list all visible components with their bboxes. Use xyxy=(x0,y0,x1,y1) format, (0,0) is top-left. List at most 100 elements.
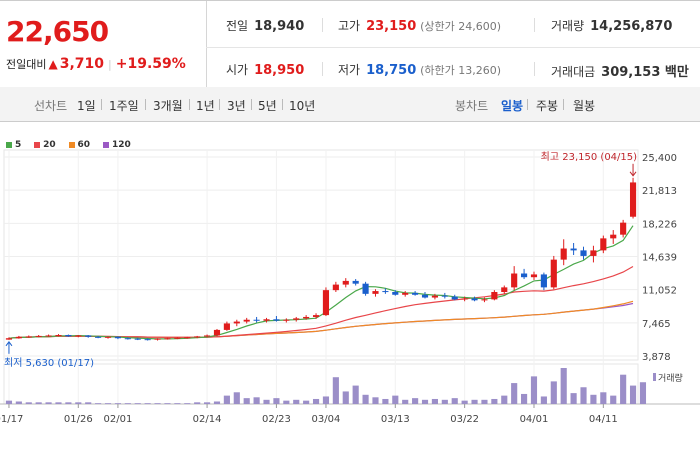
x-tick-label: 04/01 xyxy=(520,414,549,425)
volume-bar xyxy=(412,398,419,404)
volume-bar xyxy=(511,383,518,404)
volume-bar xyxy=(372,397,379,404)
candle-body xyxy=(451,296,458,300)
y-tick-label: 25,400 xyxy=(642,153,677,164)
legend-ma120: 120 xyxy=(102,140,131,150)
volume-bar xyxy=(263,399,270,404)
volume-bar xyxy=(5,400,13,404)
candle-body xyxy=(233,321,240,324)
candle-body xyxy=(124,338,131,340)
candle-body xyxy=(223,323,230,330)
volume-bar xyxy=(402,399,409,404)
volume-bar xyxy=(85,402,92,404)
tab-10y[interactable]: 10년 xyxy=(289,99,316,113)
open-price: 시가 18,950 xyxy=(226,61,304,78)
amount-label: 거래대금 xyxy=(551,65,596,79)
volume-bar xyxy=(620,374,627,404)
volume-bar xyxy=(501,395,508,404)
tab-5y[interactable]: 5년 xyxy=(258,99,277,113)
volume-bar xyxy=(55,402,62,404)
prev-label: 전일 xyxy=(226,19,249,33)
candle-body xyxy=(501,287,508,292)
high-value: 23,150 xyxy=(366,19,417,34)
change-separator: | xyxy=(108,58,112,71)
tab-3m[interactable]: 3개월 xyxy=(153,99,183,113)
tab-1w[interactable]: 1주일 xyxy=(109,99,139,113)
tab-daily[interactable]: 일봉 xyxy=(501,99,524,113)
volume-bar xyxy=(570,393,577,404)
volume-bar xyxy=(134,403,141,404)
volume-bar xyxy=(154,403,161,404)
current-price: 22,650 xyxy=(6,15,109,48)
candle-body xyxy=(15,336,22,339)
candle-body xyxy=(560,248,567,260)
tab-3y[interactable]: 3년 xyxy=(227,99,246,113)
x-tick-label: 04/11 xyxy=(589,414,618,425)
candle-body xyxy=(392,291,399,295)
volume-bar xyxy=(194,402,201,404)
volume-bar xyxy=(382,398,389,404)
tab-monthly[interactable]: 월봉 xyxy=(573,99,596,113)
low-value: 18,750 xyxy=(366,63,417,78)
candle-body xyxy=(412,292,419,295)
tab-1y[interactable]: 1년 xyxy=(196,99,215,113)
candle-body xyxy=(461,298,468,300)
candle-body xyxy=(283,319,290,321)
volume-bar xyxy=(223,395,230,404)
ma-legend: 5 20 60 120 xyxy=(6,140,141,150)
change-row: 전일대비 ▲ 3,710 | +19.59% xyxy=(6,56,186,72)
volume-bar xyxy=(233,392,240,404)
candle-body xyxy=(243,319,250,322)
prev-value: 18,940 xyxy=(254,19,305,34)
volume-bar xyxy=(114,403,121,404)
candle-body xyxy=(570,248,577,251)
low-arrow-head xyxy=(5,340,13,347)
tab-1d[interactable]: 1일 xyxy=(77,99,96,113)
candle-body xyxy=(55,334,62,336)
volume-bar xyxy=(600,392,607,404)
volume-bar xyxy=(303,400,310,404)
ma120-line xyxy=(8,302,634,339)
amount-value: 309,153 백만 xyxy=(601,65,689,80)
candle-body xyxy=(362,283,369,294)
candle-body xyxy=(590,250,597,256)
candle-body xyxy=(85,335,92,337)
candle-body xyxy=(45,335,52,337)
volume-bar xyxy=(590,394,597,404)
candle-body xyxy=(5,338,13,340)
candle-body xyxy=(629,182,637,217)
volume-bar xyxy=(174,403,181,404)
volume-bar xyxy=(580,387,587,404)
high-label: 고가 xyxy=(338,19,361,33)
volume-stat: 거래량 14,256,870 xyxy=(551,17,672,34)
day-high: 고가 23,150 (상한가 24,600) xyxy=(338,17,501,34)
up-triangle-icon: ▲ xyxy=(48,57,58,71)
volume-bar xyxy=(124,403,131,404)
ma20-line xyxy=(8,265,634,339)
candle-body xyxy=(421,294,429,298)
tab-weekly[interactable]: 주봉 xyxy=(536,99,559,113)
y-tick-label: 21,813 xyxy=(642,186,677,197)
high-arrow-head xyxy=(629,171,637,177)
volume-bar xyxy=(213,401,221,404)
low-annotation: 최저 5,630 (01/17) xyxy=(4,357,94,369)
quote-summary: 22,650 전일대비 ▲ 3,710 | +19.59% 전일 18,940 고가 23,… xyxy=(0,0,700,88)
volume-bar xyxy=(421,399,429,404)
candle-body xyxy=(194,336,201,338)
volume-bar xyxy=(491,398,498,404)
volume-bar xyxy=(45,402,52,404)
volume-bar xyxy=(104,403,112,404)
change-percent: +19.59% xyxy=(115,56,186,72)
x-tick-label: 02/14 xyxy=(193,414,222,425)
candle-body xyxy=(352,280,359,284)
candle-body xyxy=(511,273,518,288)
candle-chart-label: 봉차트 xyxy=(455,99,489,113)
volume-bar xyxy=(25,402,32,404)
volume-bar xyxy=(362,394,369,404)
candle-body xyxy=(481,299,488,301)
volume-bar xyxy=(481,399,488,404)
x-tick-label: 03/04 xyxy=(312,414,341,425)
volume-legend-swatch xyxy=(653,373,656,381)
y-tick-label: 18,226 xyxy=(642,219,677,230)
